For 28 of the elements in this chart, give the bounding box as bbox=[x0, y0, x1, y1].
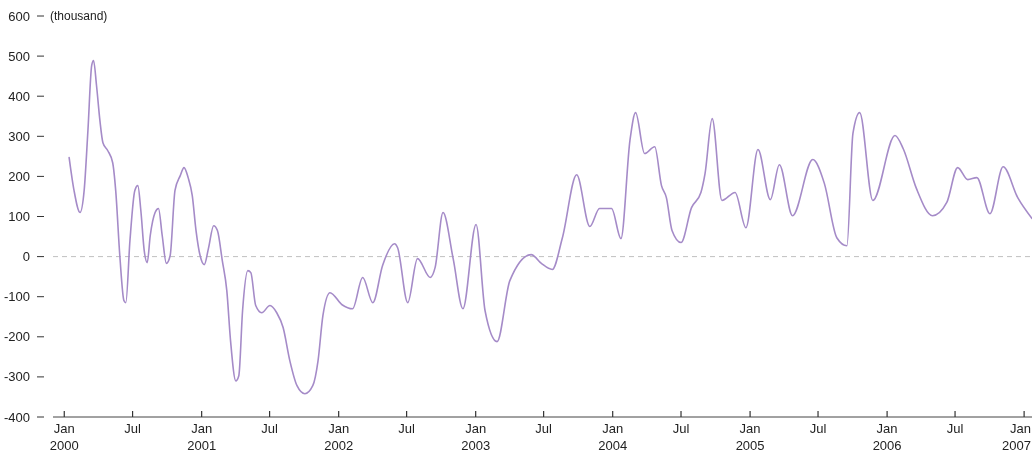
x-tick-label: Jul bbox=[809, 421, 827, 436]
y-axis-title: (thousand) bbox=[50, 9, 108, 24]
y-tick-label: 300 bbox=[8, 128, 30, 144]
y-tick-label: 500 bbox=[8, 48, 30, 64]
x-tick-label: Jan 2003 bbox=[461, 421, 491, 453]
y-tick-label: 100 bbox=[8, 209, 30, 225]
y-tick-label: -100 bbox=[3, 289, 30, 305]
y-tick-label: -400 bbox=[3, 409, 30, 425]
x-tick-label: Jul bbox=[946, 421, 964, 436]
y-tick-label: 0 bbox=[22, 249, 30, 265]
x-tick-label: Jan 2000 bbox=[49, 421, 79, 453]
line-series bbox=[68, 59, 1032, 395]
x-tick-label: Jan 2007 bbox=[1002, 421, 1031, 453]
y-tick-label: 400 bbox=[8, 88, 30, 104]
x-tick-label: Jul bbox=[672, 421, 690, 436]
y-tick-label: 600 bbox=[8, 8, 30, 24]
x-tick-label: Jan 2001 bbox=[187, 421, 217, 453]
x-tick-label: Jul bbox=[398, 421, 416, 436]
x-tick-label: Jan 2006 bbox=[872, 421, 902, 453]
y-tick-label: -200 bbox=[3, 329, 30, 345]
x-tick-label: Jul bbox=[261, 421, 279, 436]
x-tick-label: Jul bbox=[124, 421, 141, 436]
x-tick-label: Jan 2005 bbox=[735, 421, 765, 453]
x-tick-label: Jul bbox=[535, 421, 553, 436]
y-tick-label: -300 bbox=[3, 369, 30, 385]
y-tick-label: 200 bbox=[8, 168, 30, 184]
x-tick-label: Jan 2004 bbox=[598, 421, 628, 453]
x-tick-label: Jan 2002 bbox=[324, 421, 354, 453]
